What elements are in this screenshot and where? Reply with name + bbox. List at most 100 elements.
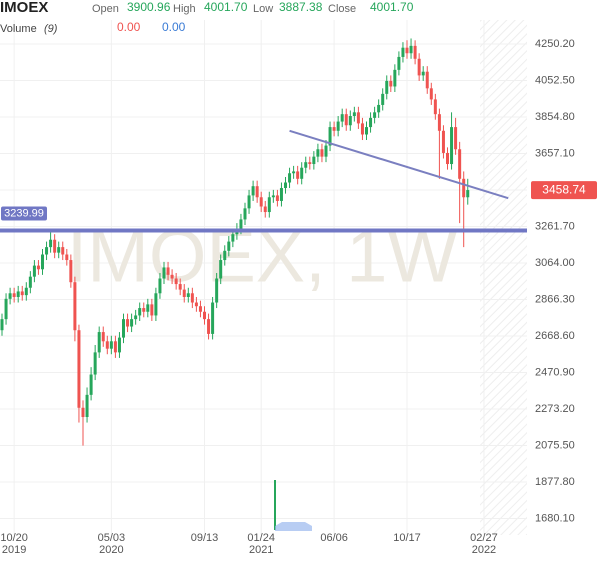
- last-price-label: 3458.74: [542, 182, 586, 196]
- candle-body: [320, 149, 324, 157]
- open-label: Open: [92, 3, 119, 15]
- candle-body: [344, 114, 348, 126]
- candle-body: [182, 289, 186, 297]
- x-tick-label: 06/06: [320, 532, 348, 544]
- candle-body: [146, 304, 150, 312]
- candle-body: [32, 265, 36, 277]
- y-tick-label: 1877.80: [535, 476, 575, 488]
- x-tick-label: 02/27: [470, 532, 498, 544]
- y-tick-label: 2470.90: [535, 366, 575, 378]
- close-label: Close: [328, 3, 356, 15]
- candle-body: [190, 293, 194, 303]
- open-value: 3900.96: [127, 0, 171, 14]
- candle-body: [20, 291, 24, 296]
- candle-body: [24, 287, 28, 296]
- candle-body: [267, 197, 271, 213]
- candle-body: [61, 247, 65, 255]
- candle-body: [446, 152, 449, 165]
- candle-body: [4, 298, 8, 320]
- candle-body: [466, 190, 470, 198]
- candle-body: [239, 219, 243, 229]
- candle-body: [69, 260, 73, 283]
- candle-body: [437, 114, 441, 131]
- candle-body: [454, 127, 458, 150]
- future-area: [480, 20, 527, 535]
- candle-body: [166, 267, 170, 275]
- candle-body: [8, 293, 12, 299]
- candle-body: [130, 319, 134, 327]
- close-value: 4001.70: [370, 0, 414, 14]
- candle-body: [348, 116, 352, 126]
- candle-body: [186, 293, 190, 297]
- candle-body: [279, 188, 283, 201]
- candle-body: [162, 267, 166, 279]
- candle-body: [441, 130, 445, 153]
- candle-body: [207, 319, 211, 334]
- candle-body: [284, 182, 287, 189]
- watermark: IMOEX, 1W: [67, 215, 458, 298]
- x-tick-label: 01/24: [247, 532, 275, 544]
- candle-body: [389, 80, 393, 87]
- candle-body: [247, 195, 251, 209]
- candle-body: [89, 374, 93, 395]
- volume-label: Volume: [0, 23, 37, 35]
- candle-body: [458, 149, 462, 179]
- candle-body: [97, 332, 101, 353]
- candle-body: [231, 234, 235, 242]
- candle-body: [288, 173, 292, 183]
- candle-body: [36, 265, 40, 270]
- candle-body: [113, 341, 117, 353]
- candles: [0, 38, 470, 446]
- candle-body: [134, 315, 138, 320]
- volume-value: 0.00: [162, 20, 186, 34]
- candle-body: [215, 278, 219, 303]
- candle-body: [373, 112, 377, 118]
- candle-body: [57, 247, 61, 253]
- trendline: [289, 129, 509, 200]
- candle-body: [198, 306, 202, 312]
- candle-body: [219, 260, 223, 279]
- candle-body: [12, 293, 16, 297]
- symbol: IMOEX: [0, 0, 48, 16]
- candle-body: [73, 282, 77, 331]
- candle-body: [409, 45, 413, 54]
- candle-body: [450, 127, 454, 165]
- candle-body: [251, 186, 255, 196]
- candle-body: [462, 178, 466, 198]
- candle-body: [275, 195, 279, 201]
- candle-body: [405, 47, 409, 54]
- high-label: High: [173, 3, 196, 15]
- y-tick-label: 2273.20: [535, 403, 575, 415]
- candle-body: [328, 127, 332, 146]
- candle-body: [93, 352, 97, 375]
- candle-body: [336, 121, 340, 131]
- volume-area: [275, 522, 312, 531]
- x-year-label: 2020: [99, 544, 123, 556]
- candle-body: [158, 278, 162, 294]
- candle-body: [401, 47, 405, 57]
- candle-body: [397, 56, 401, 70]
- candle-body: [65, 254, 69, 261]
- candle-body: [101, 332, 105, 342]
- x-tick-label: 05/03: [98, 532, 126, 544]
- candle-body: [203, 311, 206, 320]
- candle-body: [81, 407, 85, 418]
- x-tick-label: 09/13: [191, 532, 219, 544]
- volume-value: 0.00: [117, 20, 141, 34]
- last-price-tag: [531, 181, 597, 200]
- candle-body: [360, 123, 364, 135]
- candle-body: [377, 104, 381, 113]
- y-tick-label: 2075.50: [535, 439, 575, 451]
- candle-body: [53, 239, 57, 253]
- y-tick-label: 3854.80: [535, 111, 575, 123]
- y-tick-label: 2866.30: [535, 293, 575, 305]
- x-tick-label: 10/20: [0, 532, 28, 544]
- candle-body: [150, 304, 154, 316]
- level-tag: [1, 206, 47, 221]
- candle-body: [263, 206, 267, 213]
- candle-body: [352, 112, 356, 117]
- candle-body: [16, 291, 20, 297]
- candle-body: [105, 341, 109, 349]
- candle-body: [308, 162, 312, 165]
- candle-body: [433, 99, 437, 115]
